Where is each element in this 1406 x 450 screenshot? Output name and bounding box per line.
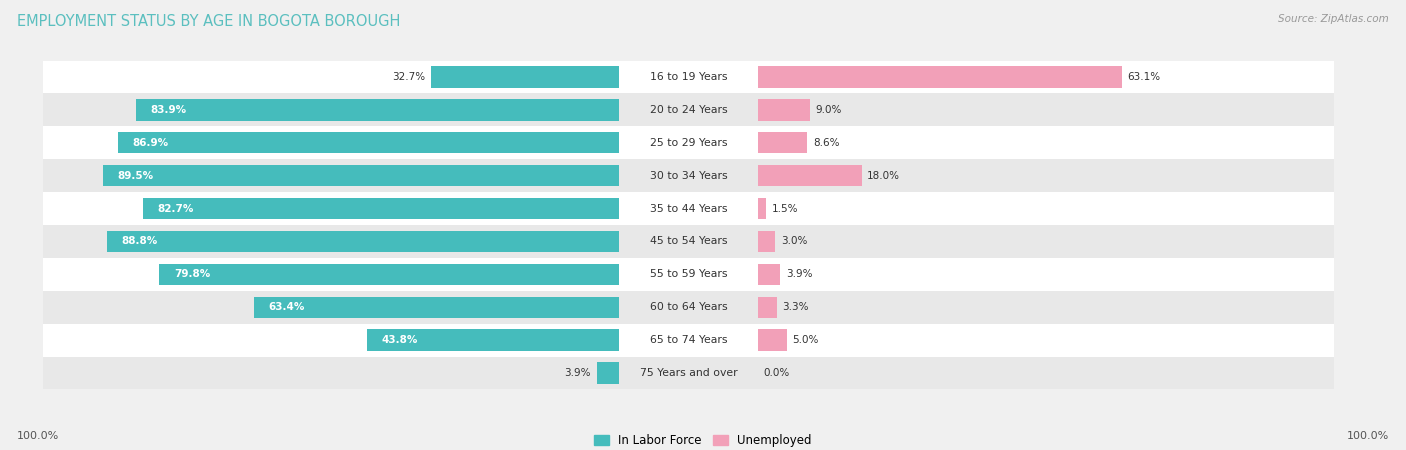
Bar: [367, 329, 620, 351]
Bar: [136, 99, 620, 121]
Bar: [44, 225, 1334, 258]
Text: 63.1%: 63.1%: [1128, 72, 1160, 82]
Bar: [159, 264, 620, 285]
Bar: [142, 198, 620, 219]
Text: 16 to 19 Years: 16 to 19 Years: [650, 72, 727, 82]
Text: 35 to 44 Years: 35 to 44 Years: [650, 203, 727, 214]
Bar: [44, 126, 1334, 159]
Text: 9.0%: 9.0%: [815, 105, 842, 115]
Text: 88.8%: 88.8%: [122, 236, 157, 247]
Bar: [44, 192, 1334, 225]
Bar: [758, 198, 766, 219]
Text: 3.9%: 3.9%: [565, 368, 591, 378]
Bar: [44, 61, 1334, 94]
Bar: [254, 297, 620, 318]
Text: EMPLOYMENT STATUS BY AGE IN BOGOTA BOROUGH: EMPLOYMENT STATUS BY AGE IN BOGOTA BOROU…: [17, 14, 401, 28]
Bar: [758, 165, 862, 186]
Bar: [44, 356, 1334, 389]
Bar: [758, 297, 776, 318]
Bar: [44, 291, 1334, 324]
Text: 55 to 59 Years: 55 to 59 Years: [650, 270, 727, 279]
Text: 79.8%: 79.8%: [174, 270, 209, 279]
Legend: In Labor Force, Unemployed: In Labor Force, Unemployed: [589, 429, 817, 450]
Bar: [44, 94, 1334, 126]
Bar: [104, 165, 620, 186]
Bar: [758, 132, 807, 153]
Text: 8.6%: 8.6%: [813, 138, 839, 148]
Bar: [758, 264, 780, 285]
Text: 45 to 54 Years: 45 to 54 Years: [650, 236, 727, 247]
Text: 0.0%: 0.0%: [763, 368, 790, 378]
Text: 75 Years and over: 75 Years and over: [640, 368, 737, 378]
Text: 5.0%: 5.0%: [793, 335, 818, 345]
Text: 30 to 34 Years: 30 to 34 Years: [650, 171, 727, 180]
Text: 3.3%: 3.3%: [783, 302, 808, 312]
Text: 18.0%: 18.0%: [868, 171, 900, 180]
Text: Source: ZipAtlas.com: Source: ZipAtlas.com: [1278, 14, 1389, 23]
Bar: [44, 258, 1334, 291]
Bar: [107, 231, 620, 252]
Text: 60 to 64 Years: 60 to 64 Years: [650, 302, 727, 312]
Text: 1.5%: 1.5%: [772, 203, 799, 214]
Text: 89.5%: 89.5%: [118, 171, 155, 180]
Text: 83.9%: 83.9%: [150, 105, 186, 115]
Bar: [758, 99, 810, 121]
Bar: [430, 66, 620, 88]
Bar: [758, 231, 775, 252]
Bar: [758, 66, 1122, 88]
Text: 65 to 74 Years: 65 to 74 Years: [650, 335, 727, 345]
Text: 100.0%: 100.0%: [17, 431, 59, 441]
Bar: [44, 324, 1334, 356]
Text: 43.8%: 43.8%: [381, 335, 418, 345]
Bar: [44, 159, 1334, 192]
Text: 25 to 29 Years: 25 to 29 Years: [650, 138, 727, 148]
Text: 3.0%: 3.0%: [780, 236, 807, 247]
Bar: [118, 132, 620, 153]
Text: 32.7%: 32.7%: [392, 72, 425, 82]
Text: 82.7%: 82.7%: [157, 203, 194, 214]
Text: 3.9%: 3.9%: [786, 270, 813, 279]
Text: 86.9%: 86.9%: [132, 138, 169, 148]
Bar: [598, 362, 620, 384]
Text: 20 to 24 Years: 20 to 24 Years: [650, 105, 727, 115]
Text: 63.4%: 63.4%: [269, 302, 305, 312]
Bar: [758, 329, 786, 351]
Text: 100.0%: 100.0%: [1347, 431, 1389, 441]
